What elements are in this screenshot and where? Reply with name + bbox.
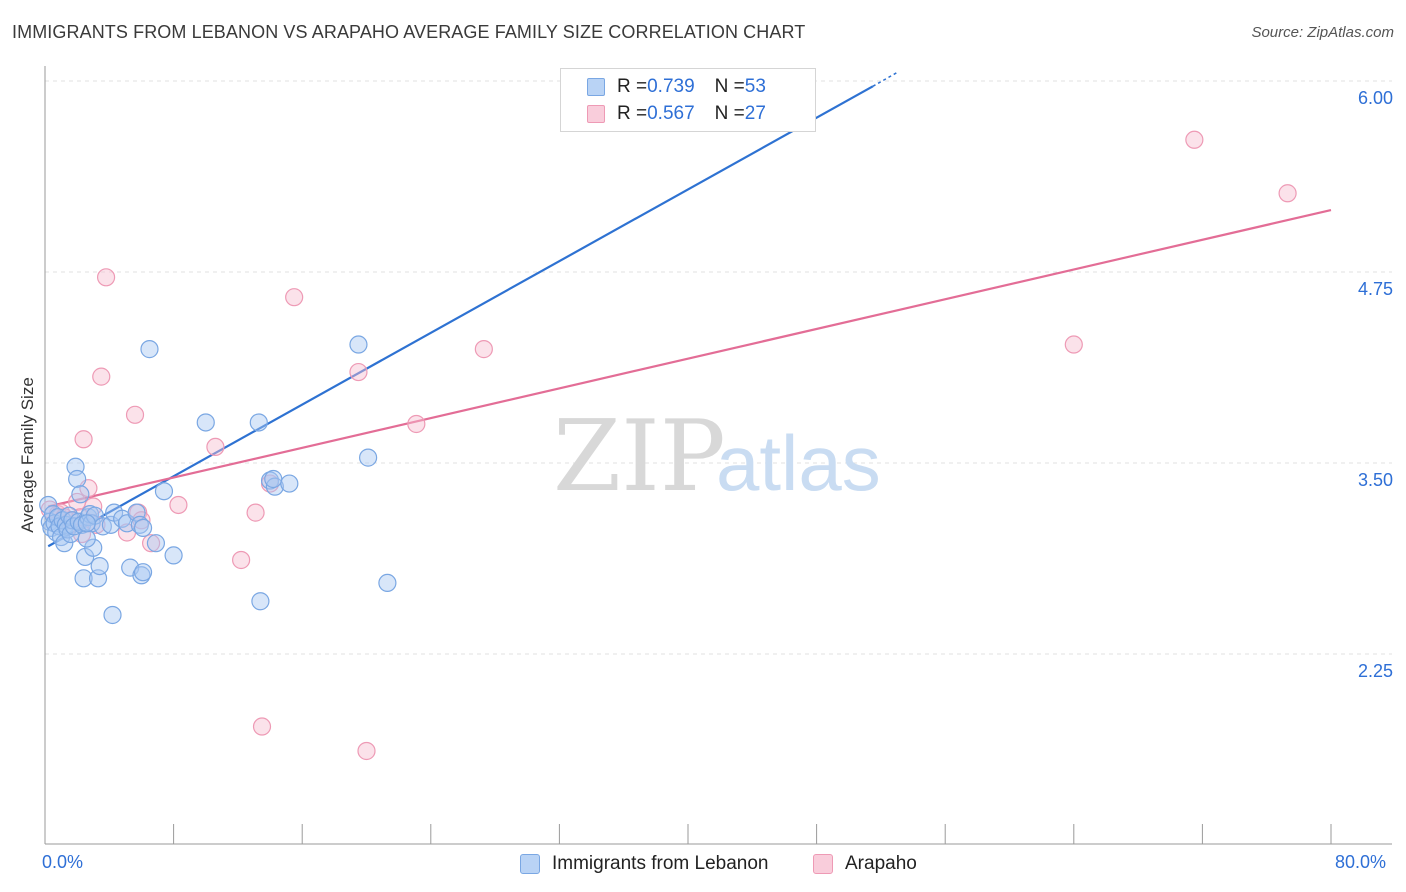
legend-swatch-blue	[587, 78, 605, 96]
point-arapaho	[357, 741, 376, 761]
point-arapaho	[125, 405, 145, 424]
y-tick-label: 6.00	[1358, 88, 1393, 108]
point-arapaho	[285, 288, 304, 307]
point-lebanon	[68, 469, 87, 489]
point-arapaho	[206, 437, 225, 457]
point-lebanon	[84, 538, 103, 557]
point-arapaho	[474, 340, 493, 359]
watermark-zip: ZIP	[553, 400, 726, 514]
point-lebanon	[90, 556, 109, 576]
data-points	[39, 86, 1297, 761]
point-lebanon	[133, 563, 153, 582]
legend-r-label: R =	[617, 76, 648, 97]
bottom-legend-swatch-pink	[813, 854, 833, 874]
point-arapaho	[141, 534, 161, 553]
point-arapaho	[96, 268, 116, 287]
grid-lines	[45, 80, 1392, 655]
legend-r-value: 0.739	[647, 76, 695, 97]
y-tick-label: 3.50	[1358, 470, 1393, 490]
point-lebanon	[77, 514, 96, 533]
point-lebanon	[132, 566, 151, 585]
x-min-label: 0.0%	[42, 852, 84, 872]
trend-line-lebanon-extension	[872, 71, 898, 87]
source-label: Source: ZipAtlas.com	[1251, 24, 1394, 41]
point-lebanon	[264, 469, 283, 489]
point-lebanon	[280, 474, 299, 493]
bottom-legend-label: Immigrants from Lebanon	[552, 853, 769, 874]
correlation-legend: R = 0.739 N = 53 R = 0.567 N = 27	[560, 68, 816, 132]
watermark-atlas: atlas	[716, 419, 881, 507]
legend-r-value: 0.567	[647, 103, 695, 124]
legend-n-value: 27	[744, 103, 766, 124]
legend-n-value: 53	[744, 76, 766, 97]
point-arapaho	[349, 362, 368, 382]
point-arapaho	[407, 414, 426, 434]
point-arapaho	[1185, 130, 1204, 149]
bottom-legend-arapaho: Arapaho	[813, 852, 917, 876]
y-axis-label: Average Family Size	[18, 377, 37, 533]
point-lebanon	[265, 477, 284, 496]
point-lebanon	[196, 413, 215, 432]
point-lebanon	[71, 485, 90, 504]
axes	[44, 66, 1392, 845]
point-lebanon	[77, 529, 96, 548]
bottom-legend-label: Arapaho	[845, 853, 917, 874]
point-lebanon	[349, 335, 368, 354]
point-lebanon	[378, 573, 397, 593]
point-lebanon	[154, 482, 174, 501]
point-arapaho	[252, 717, 272, 736]
point-lebanon	[146, 534, 166, 553]
point-lebanon	[249, 413, 268, 432]
legend-swatch-pink	[587, 105, 605, 123]
point-arapaho	[246, 503, 265, 522]
trend-line-lebanon	[47, 85, 874, 548]
legend-r-label: R =	[617, 103, 648, 124]
point-arapaho	[169, 495, 188, 515]
point-lebanon	[74, 569, 93, 588]
point-arapaho	[232, 550, 251, 570]
point-lebanon	[55, 534, 74, 553]
point-lebanon	[164, 546, 183, 565]
legend-row-lebanon: R = 0.739 N = 53	[587, 75, 766, 99]
point-arapaho	[92, 367, 111, 386]
point-lebanon	[251, 592, 270, 611]
x-max-label: 80.0%	[1335, 852, 1387, 872]
point-lebanon	[133, 518, 153, 537]
legend-n-label: N =	[714, 76, 745, 97]
y-tick-label: 4.75	[1358, 279, 1393, 299]
point-lebanon	[130, 515, 149, 534]
legend-row-arapaho: R = 0.567 N = 27	[587, 102, 766, 126]
bottom-legend-swatch-blue	[520, 854, 540, 874]
bottom-legend-lebanon: Immigrants from Lebanon	[520, 852, 769, 876]
trend-lines	[47, 71, 1332, 548]
point-arapaho	[1278, 184, 1297, 203]
point-arapaho	[74, 430, 93, 449]
y-tick-labels: 2.25 3.50 4.75 6.00	[1358, 88, 1393, 681]
point-arapaho	[1064, 335, 1083, 354]
point-lebanon	[359, 448, 378, 467]
trend-line-arapaho	[47, 209, 1332, 508]
legend-n-label: N =	[714, 103, 745, 124]
point-lebanon	[103, 605, 122, 625]
point-lebanon	[140, 340, 159, 359]
y-tick-label: 2.25	[1358, 661, 1393, 681]
chart-title: IMMIGRANTS FROM LEBANON VS ARAPAHO AVERA…	[12, 22, 806, 42]
